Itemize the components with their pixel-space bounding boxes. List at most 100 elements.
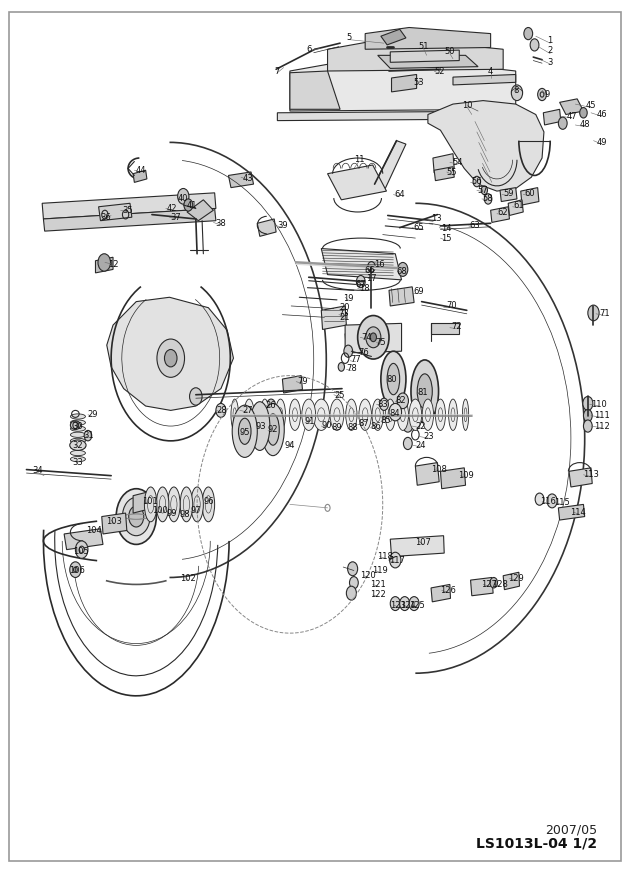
Circle shape: [389, 553, 401, 568]
Text: 106: 106: [69, 566, 84, 575]
Ellipse shape: [409, 399, 421, 430]
Text: 104: 104: [86, 526, 102, 535]
Polygon shape: [428, 100, 544, 191]
Ellipse shape: [387, 363, 399, 395]
Text: 122: 122: [370, 590, 386, 600]
Polygon shape: [434, 167, 454, 181]
Polygon shape: [133, 492, 147, 513]
Polygon shape: [390, 536, 444, 557]
Circle shape: [583, 409, 592, 422]
Text: 39: 39: [278, 222, 289, 230]
Polygon shape: [390, 50, 459, 62]
Polygon shape: [431, 584, 450, 601]
Text: 128: 128: [492, 580, 508, 589]
Text: 32: 32: [72, 441, 83, 450]
Polygon shape: [471, 577, 493, 595]
Circle shape: [157, 339, 185, 377]
Text: 70: 70: [447, 300, 457, 310]
Circle shape: [403, 437, 412, 450]
Ellipse shape: [289, 399, 301, 430]
Text: 27: 27: [243, 406, 253, 415]
Polygon shape: [543, 109, 561, 125]
Text: 3: 3: [547, 58, 553, 67]
Polygon shape: [381, 29, 406, 45]
Text: 25: 25: [335, 391, 345, 400]
Circle shape: [535, 493, 544, 505]
Circle shape: [580, 107, 587, 118]
Text: 15: 15: [442, 235, 452, 244]
Text: 65: 65: [413, 223, 424, 232]
Text: 51: 51: [418, 42, 429, 52]
Circle shape: [129, 506, 144, 527]
Text: 84: 84: [389, 409, 400, 417]
Text: 26: 26: [266, 401, 277, 409]
Text: 112: 112: [593, 422, 609, 430]
Ellipse shape: [275, 399, 285, 430]
Ellipse shape: [435, 399, 445, 430]
Ellipse shape: [156, 487, 169, 522]
Circle shape: [583, 420, 592, 432]
Text: 45: 45: [586, 101, 596, 110]
Text: 82: 82: [396, 396, 406, 405]
Text: 1: 1: [547, 36, 553, 45]
Polygon shape: [345, 330, 365, 349]
Circle shape: [70, 562, 81, 577]
Text: 63: 63: [469, 222, 480, 230]
Ellipse shape: [71, 414, 86, 419]
Circle shape: [243, 404, 251, 416]
Ellipse shape: [191, 487, 203, 522]
Text: 71: 71: [600, 309, 610, 319]
Text: 64: 64: [394, 190, 405, 199]
Circle shape: [76, 541, 88, 559]
Polygon shape: [521, 188, 539, 205]
Text: 57: 57: [478, 186, 488, 195]
Text: 42: 42: [167, 204, 177, 213]
Circle shape: [537, 88, 546, 100]
Text: 88: 88: [347, 423, 358, 432]
Text: 91: 91: [305, 417, 315, 426]
Text: 62: 62: [498, 209, 508, 217]
Circle shape: [348, 562, 358, 575]
Polygon shape: [133, 170, 147, 182]
Polygon shape: [96, 258, 113, 273]
Polygon shape: [290, 71, 340, 109]
Ellipse shape: [422, 399, 433, 430]
Circle shape: [409, 596, 419, 610]
Ellipse shape: [239, 418, 251, 444]
Circle shape: [357, 276, 365, 288]
Circle shape: [266, 399, 275, 411]
Text: 54: 54: [453, 158, 463, 167]
Circle shape: [366, 327, 381, 347]
Text: 14: 14: [442, 224, 452, 233]
Circle shape: [368, 262, 375, 272]
Text: 49: 49: [597, 138, 607, 147]
Polygon shape: [453, 74, 516, 85]
Ellipse shape: [249, 402, 270, 450]
Circle shape: [558, 117, 567, 129]
Circle shape: [84, 430, 92, 441]
Text: 33: 33: [72, 458, 83, 467]
Text: 76: 76: [358, 347, 369, 356]
Text: 28: 28: [217, 406, 227, 415]
Text: 79: 79: [297, 377, 308, 386]
Text: 123: 123: [391, 601, 406, 610]
Circle shape: [481, 186, 488, 195]
Text: 41: 41: [186, 201, 197, 210]
Text: 30: 30: [72, 422, 83, 430]
Ellipse shape: [71, 438, 86, 443]
Text: 124: 124: [400, 601, 416, 610]
Ellipse shape: [232, 405, 257, 457]
Text: LS1013L-04 1/2: LS1013L-04 1/2: [476, 836, 597, 850]
Text: 18: 18: [358, 284, 369, 293]
Circle shape: [370, 333, 377, 341]
Circle shape: [116, 489, 156, 545]
Text: 66: 66: [364, 265, 375, 275]
Circle shape: [346, 586, 357, 600]
Polygon shape: [415, 463, 439, 485]
Text: 24: 24: [415, 441, 426, 450]
Ellipse shape: [346, 399, 357, 430]
Text: 127: 127: [481, 580, 497, 589]
Polygon shape: [500, 188, 517, 202]
Ellipse shape: [449, 399, 457, 430]
Text: 47: 47: [567, 112, 578, 120]
